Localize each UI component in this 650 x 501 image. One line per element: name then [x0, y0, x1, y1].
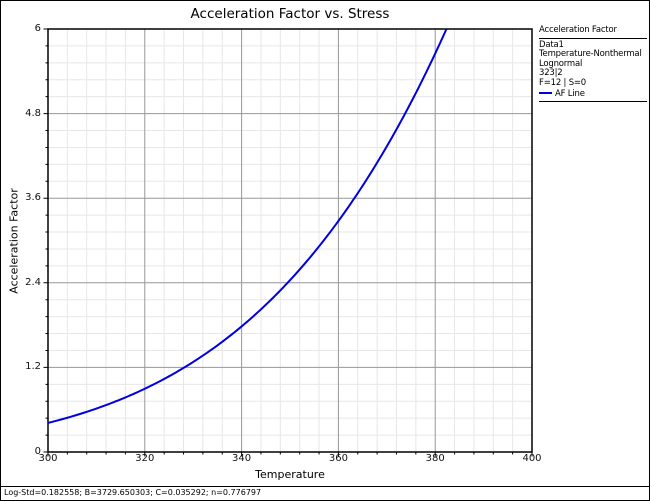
legend: Acceleration Factor Data1 Temperature-No…: [539, 25, 647, 103]
legend-model-name: Temperature-Nonthermal: [539, 49, 642, 60]
plot-area[interactable]: [41, 21, 539, 463]
y-tick-label: 3.6: [25, 192, 41, 204]
x-tick-label: 340: [232, 453, 252, 464]
x-tick-label: 400: [522, 453, 542, 464]
legend-af-line-row: AF Line: [539, 88, 647, 103]
status-bar: Log-Std=0.182558; B=3729.650303; C=0.035…: [1, 486, 649, 500]
x-tick-label: 380: [425, 453, 445, 464]
legend-distribution: Lognormal: [539, 58, 583, 69]
x-tick-label: 300: [38, 453, 58, 464]
x-axis-title: Temperature: [255, 468, 325, 481]
af-line-curve: [48, 29, 448, 424]
legend-failures-suspensions: F=12 | S=0: [539, 77, 587, 88]
x-tick-label: 360: [328, 453, 348, 464]
y-tick-label: 4.8: [25, 107, 41, 119]
af-line-swatch-icon: [539, 91, 552, 94]
af-line-label: AF Line: [555, 88, 585, 99]
x-tick-label: 320: [135, 453, 155, 464]
y-tick-label: 0: [34, 446, 41, 457]
y-tick-label: 2.4: [25, 276, 41, 288]
y-tick-label: 6: [34, 23, 41, 34]
y-tick-label: 1.2: [25, 361, 41, 373]
chart-title: Acceleration Factor vs. Stress: [190, 6, 390, 22]
y-axis-title-text: Acceleration Factor: [7, 188, 21, 294]
legend-title: Acceleration Factor: [539, 25, 647, 39]
legend-use-stress: 323|2: [539, 68, 563, 79]
legend-dataset-name: Data1: [539, 39, 564, 50]
